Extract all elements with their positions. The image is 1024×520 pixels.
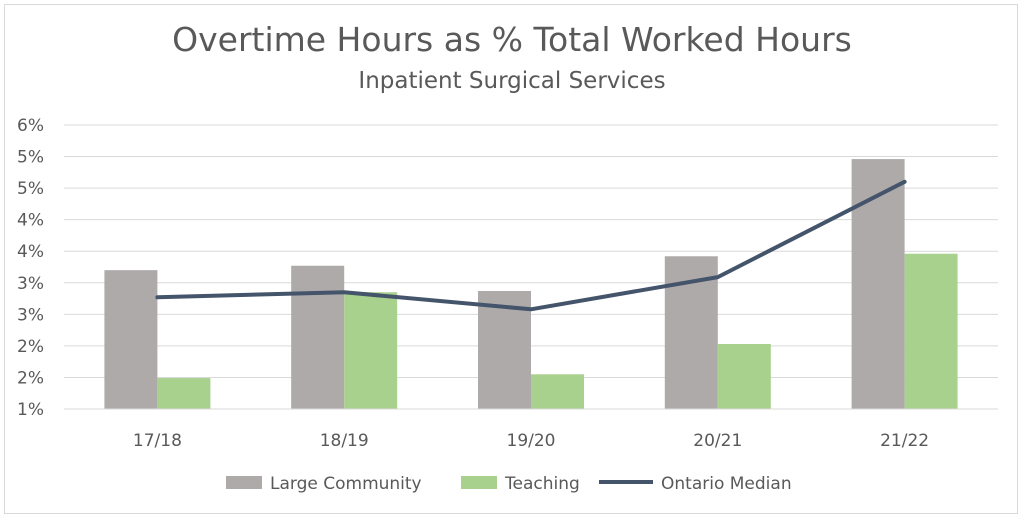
legend: Large Community Teaching Ontario Median: [226, 474, 792, 494]
bar-large-community: [478, 290, 531, 409]
bar-teaching: [531, 374, 584, 409]
x-tick-label: 20/21: [693, 431, 742, 451]
bar-teaching: [344, 292, 398, 409]
y-tick-label: 2%: [17, 368, 44, 388]
legend-label-ontario-median: Ontario Median: [661, 474, 792, 494]
y-tick-label: 5%: [17, 148, 44, 168]
chart-title: Overtime Hours as % Total Worked Hours: [172, 20, 852, 59]
bar-large-community: [291, 265, 345, 409]
legend-label-large-community: Large Community: [270, 474, 422, 494]
bar-teaching: [717, 343, 771, 409]
legend-swatch-large-community: [226, 476, 262, 489]
x-axis-ticks: 17/18 18/19 19/20 20/21 21/22: [133, 431, 929, 451]
bar-teaching: [904, 253, 958, 409]
chart-frame: [4, 4, 1018, 514]
x-tick-label: 17/18: [133, 431, 182, 451]
y-tick-label: 5%: [17, 179, 44, 199]
y-tick-label: 2%: [17, 337, 44, 357]
x-tick-label: 21/22: [880, 431, 929, 451]
y-tick-label: 4%: [17, 242, 44, 262]
legend-label-teaching: Teaching: [504, 474, 580, 494]
x-tick-label: 18/19: [320, 431, 369, 451]
bar-teaching: [157, 378, 211, 409]
y-tick-label: 4%: [17, 211, 44, 231]
legend-swatch-teaching: [461, 476, 497, 489]
line-ontario-median: [155, 179, 907, 312]
y-axis-ticks: 1% 2% 2% 3% 3% 4% 4% 5% 5% 6%: [17, 116, 44, 420]
bars: [104, 159, 958, 409]
y-tick-label: 3%: [17, 274, 44, 294]
chart-subtitle: Inpatient Surgical Services: [358, 68, 666, 94]
y-tick-label: 1%: [17, 400, 44, 420]
y-tick-label: 6%: [17, 116, 44, 136]
y-tick-label: 3%: [17, 305, 44, 325]
bar-large-community: [851, 159, 905, 409]
x-tick-label: 19/20: [507, 431, 556, 451]
bar-large-community: [104, 270, 158, 409]
median-line: [155, 179, 907, 312]
